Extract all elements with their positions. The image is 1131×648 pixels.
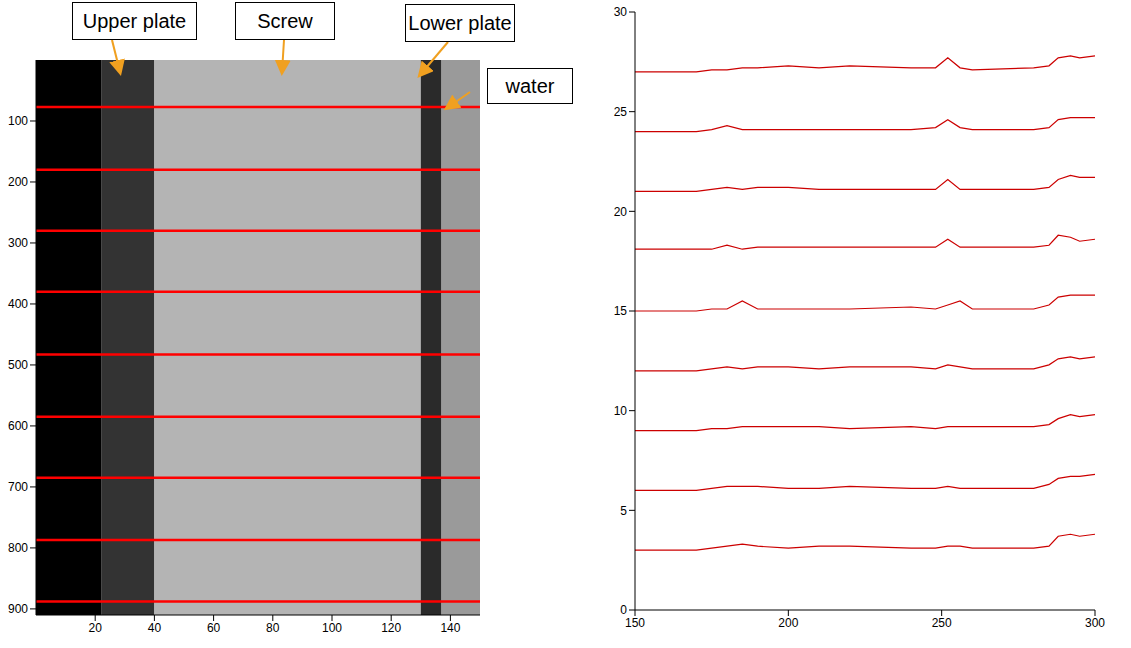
svg-text:10: 10 [614,404,628,418]
svg-text:300: 300 [1085,616,1105,630]
svg-text:20: 20 [614,205,628,219]
svg-text:800: 800 [8,541,28,555]
svg-text:80: 80 [266,621,280,635]
svg-text:120: 120 [381,621,401,635]
svg-text:250: 250 [932,616,952,630]
svg-text:300: 300 [8,236,28,250]
svg-text:5: 5 [620,504,627,518]
html-text:Screw: Screw [257,9,313,32]
svg-text:40: 40 [148,621,162,635]
svg-text:600: 600 [8,419,28,433]
svg-text:100: 100 [8,114,28,128]
svg-text:0: 0 [620,603,627,617]
svg-text:500: 500 [8,358,28,372]
svg-text:30: 30 [614,5,628,19]
svg-text:400: 400 [8,297,28,311]
svg-text:700: 700 [8,480,28,494]
svg-text:140: 140 [440,621,460,635]
svg-text:900: 900 [8,602,28,616]
svg-text:25: 25 [614,105,628,119]
html-text:Upper plate: Upper plate [82,9,187,32]
svg-text:200: 200 [778,616,798,630]
html-text:Lower plate: Lower plate [408,11,512,34]
svg-text:100: 100 [322,621,342,635]
svg-text:150: 150 [625,616,645,630]
svg-text:200: 200 [8,175,28,189]
svg-text:60: 60 [207,621,221,635]
svg-text:15: 15 [614,304,628,318]
html-text:water: water [505,74,555,97]
svg-text:20: 20 [89,621,103,635]
